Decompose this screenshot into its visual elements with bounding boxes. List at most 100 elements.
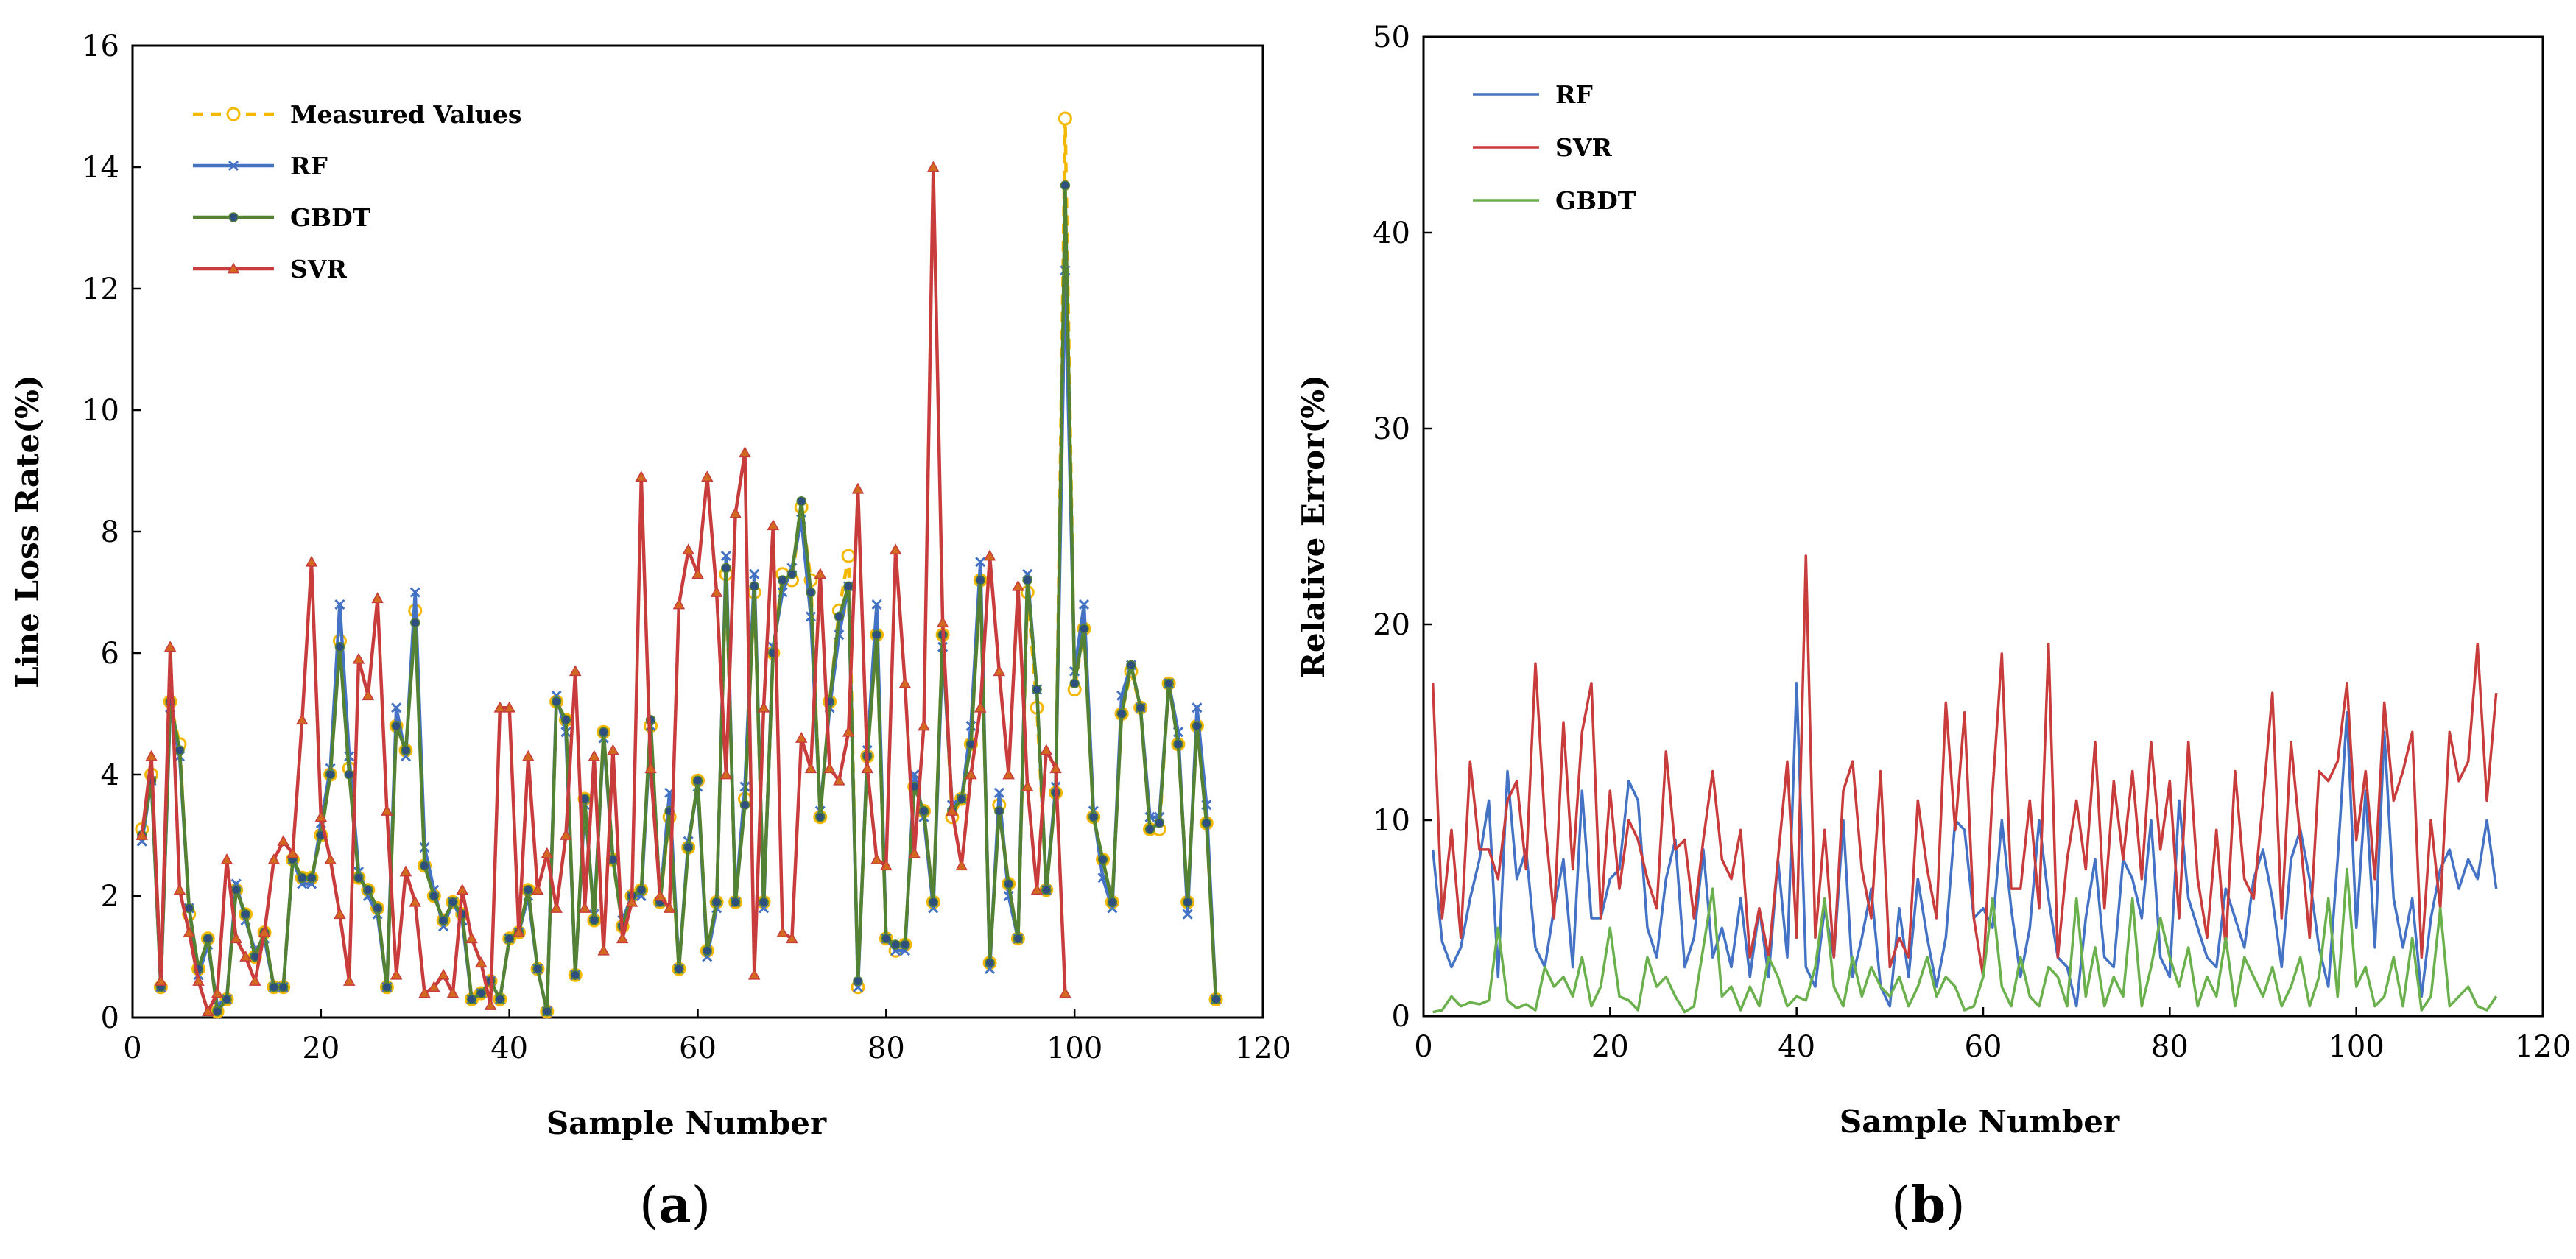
chart-b-series-rf	[1431, 682, 2498, 1008]
chart-a-point-gbdt	[523, 885, 533, 895]
chart-a-point-gbdt	[344, 769, 354, 780]
chart-a-point-gbdt	[438, 915, 448, 925]
chart-b-xtick-label: 40	[1778, 1030, 1815, 1064]
chart-a-point-gbdt	[570, 970, 580, 980]
chart-a-point-svr	[192, 974, 205, 986]
chart-b-legend-label-rf: RF	[1555, 80, 1593, 109]
chart-b-xtick-label: 80	[2151, 1030, 2189, 1064]
chart-a-point-gbdt	[636, 885, 647, 895]
chart-a-point-gbdt	[739, 800, 750, 810]
chart-b-xtick-label: 0	[1414, 1030, 1432, 1064]
chart-a-point-gbdt	[1126, 660, 1136, 671]
chart-a-point-svr	[258, 925, 271, 937]
chart-a-point-rf	[409, 587, 420, 598]
chart-a-point-gbdt	[1154, 818, 1165, 828]
chart-a-caption-letter: a	[659, 1176, 691, 1235]
chart-a-legend-marker-measured-values	[226, 107, 241, 121]
chart-a-ytick-label: 10	[82, 394, 119, 428]
chart-a-ytick-label: 0	[101, 1001, 119, 1035]
chart-a-point-svr	[155, 974, 167, 986]
chart-a-point-gbdt	[1182, 897, 1193, 907]
chart-a-point-svr	[842, 725, 855, 737]
chart-a-point-gbdt	[1097, 854, 1108, 865]
chart-b-ytick-label: 30	[1373, 412, 1410, 446]
chart-a-series	[136, 113, 1223, 1019]
chart-a-point-svr	[399, 865, 412, 877]
chart-a-point-gbdt	[815, 812, 826, 822]
chart-a-point-svr	[362, 689, 375, 701]
chart-a-point-gbdt	[495, 994, 505, 1004]
chart-a-point-gbdt	[1032, 684, 1042, 695]
chart-a-point-svr	[267, 853, 281, 864]
chart-a-point-gbdt	[1022, 575, 1032, 585]
chart-a-point-svr	[1021, 780, 1034, 791]
chart-a-point-gbdt	[1173, 739, 1183, 750]
chart-a-point-gbdt	[1211, 994, 1221, 1004]
chart-a-point-gbdt	[608, 854, 619, 865]
chart-a-point-svr	[607, 744, 619, 755]
chart-a-point-svr	[729, 507, 742, 518]
chart-a-point-gbdt	[466, 994, 477, 1004]
chart-a-point-gbdt	[381, 982, 393, 992]
chart-a-legend-item-svr: SVR	[193, 255, 347, 283]
chart-b-line-gbdt	[1432, 867, 2498, 1014]
chart-a-point-gbdt	[749, 581, 759, 591]
chart-a-point-gbdt	[551, 696, 562, 707]
chart-b-xtick-label: 100	[2328, 1030, 2384, 1064]
chart-a-point-svr	[569, 665, 582, 677]
chart-a-point-gbdt	[372, 903, 383, 914]
chart-a-legend-label-svr: SVR	[290, 255, 347, 283]
chart-a-point-svr	[814, 568, 827, 579]
chart-a-xtick-label: 100	[1046, 1031, 1102, 1065]
chart-a-point-svr	[739, 446, 751, 458]
chart-a-point-svr	[691, 568, 704, 579]
chart-a-point-gbdt	[1079, 624, 1089, 634]
chart-a-point-gbdt	[542, 1006, 552, 1017]
chart-a-ytick-label: 8	[101, 515, 119, 549]
chart-b-ytick-label: 40	[1373, 216, 1410, 250]
chart-a-point-svr	[588, 750, 601, 761]
chart-a-point-gbdt	[278, 982, 289, 992]
chart-b-caption-close: )	[1946, 1177, 1966, 1235]
chart-a-point-gbdt	[1041, 885, 1052, 895]
chart-a-xtick-label: 120	[1235, 1031, 1291, 1065]
chart-b-caption-letter: b	[1911, 1176, 1946, 1235]
chart-a-ytick-label: 6	[101, 637, 119, 671]
chart-a-point-svr	[381, 804, 393, 816]
chart-a-point-gbdt	[598, 727, 609, 737]
chart-a-point-gbdt	[363, 885, 373, 895]
chart-a-point-gbdt	[325, 769, 336, 780]
chart-b-legend-item-svr: SVR	[1473, 133, 1612, 162]
chart-a-point-gbdt	[777, 575, 788, 585]
chart-a-point-svr	[183, 925, 196, 937]
chart-b: 0 20 40 60 80 100 120 0 10 20 30 40 50 RF SVR GBDT Sa…	[1295, 21, 2571, 1235]
chart-b-series	[1431, 554, 2498, 1014]
chart-a-point-svr	[786, 932, 798, 944]
chart-a-legend-item-measured-values: Measured Values	[193, 100, 521, 129]
chart-a-point-rf	[749, 568, 760, 579]
chart-a-point-rf	[1078, 599, 1090, 610]
chart-a-legend-label-measured-values: Measured Values	[290, 100, 521, 129]
chart-a-point-svr	[767, 519, 780, 531]
chart-a-point-svr	[286, 847, 299, 858]
chart-a-point-svr	[136, 828, 149, 840]
chart-b-ylabel: Relative Error(%)	[1295, 375, 1331, 678]
chart-a-point-svr	[776, 925, 789, 937]
chart-b-ytick-label: 10	[1373, 804, 1410, 838]
chart-a-point-rf	[993, 787, 1004, 798]
chart-b-series-svr	[1431, 554, 2498, 978]
chart-a-point-svr	[918, 719, 930, 731]
chart-a-point-gbdt	[692, 775, 703, 786]
chart-a-point-svr	[701, 470, 714, 482]
chart-a-point-svr	[493, 701, 507, 713]
chart-a-legend-item-rf: RF	[193, 152, 328, 180]
chart-a-point-svr	[1012, 579, 1024, 591]
chart-a-point-gbdt	[1013, 934, 1024, 944]
chart-a-point-svr	[823, 762, 836, 774]
chart-b-line-svr	[1431, 554, 2498, 978]
chart-a-point-gbdt	[871, 630, 882, 640]
chart-a-point-svr	[456, 884, 468, 895]
chart-a-point-gbdt	[353, 872, 364, 883]
chart-a-legend-label-rf: RF	[290, 152, 328, 180]
chart-b-ytick-label: 50	[1373, 21, 1410, 54]
